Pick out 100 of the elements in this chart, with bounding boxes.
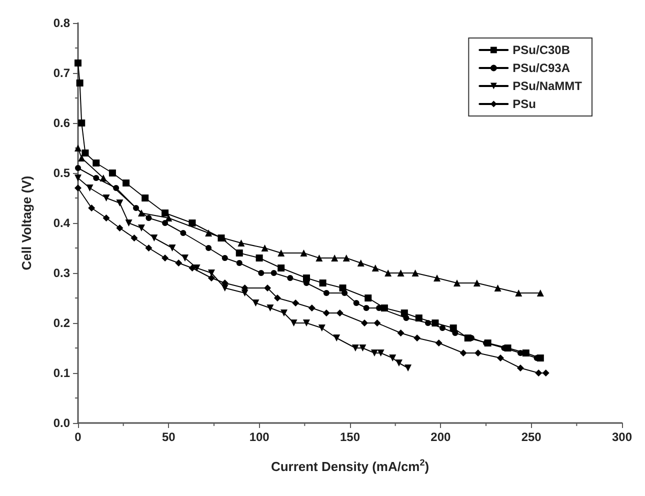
point: [412, 270, 419, 276]
point: [359, 344, 366, 352]
point: [319, 280, 326, 286]
point: [145, 244, 152, 252]
point: [333, 334, 340, 342]
point: [432, 320, 439, 326]
point: [252, 300, 260, 306]
point: [439, 325, 446, 331]
y-tick-label: 0.8: [53, 16, 70, 30]
point: [316, 254, 323, 262]
y-tick-label: 0.3: [53, 266, 70, 280]
y-tick-label: 0.6: [53, 116, 70, 130]
point: [130, 234, 138, 242]
point: [168, 244, 176, 252]
point: [308, 304, 316, 312]
point: [270, 270, 277, 276]
y-tick-label: 0.4: [53, 216, 70, 230]
point: [336, 310, 344, 316]
point: [473, 280, 480, 286]
point: [331, 254, 338, 262]
point: [274, 294, 281, 302]
point: [474, 350, 482, 356]
point: [258, 270, 264, 276]
point: [302, 320, 310, 326]
point: [363, 305, 370, 311]
point: [404, 364, 412, 372]
point: [180, 230, 186, 236]
point: [256, 254, 263, 262]
point: [415, 314, 422, 322]
point: [142, 194, 149, 202]
point: [318, 324, 326, 332]
point: [236, 250, 243, 256]
point: [102, 214, 110, 222]
point: [497, 354, 504, 362]
point: [535, 370, 542, 376]
point: [453, 280, 460, 286]
point: [236, 260, 242, 266]
point: [188, 220, 196, 226]
point: [86, 184, 94, 192]
point: [278, 264, 285, 272]
point: [384, 270, 392, 276]
x-tick-label: 300: [612, 430, 632, 444]
point: [395, 360, 402, 366]
point: [181, 254, 188, 262]
point: [108, 170, 116, 176]
x-tick-label: 250: [521, 430, 542, 444]
point: [322, 310, 330, 316]
point: [397, 270, 404, 276]
point: [370, 350, 378, 356]
point: [165, 214, 172, 222]
point: [102, 194, 110, 202]
point: [278, 250, 285, 256]
legend-label: PSu: [512, 97, 536, 111]
point: [374, 320, 381, 326]
point: [435, 340, 442, 346]
point: [372, 264, 379, 272]
y-tick-label: 0.1: [53, 366, 70, 380]
point: [206, 245, 212, 251]
point: [403, 315, 410, 321]
point: [542, 370, 550, 376]
point: [146, 215, 152, 221]
point: [208, 274, 215, 282]
point: [292, 300, 300, 306]
y-tick-label: 0.7: [53, 66, 70, 80]
point: [125, 220, 132, 226]
point: [78, 154, 86, 162]
point: [397, 330, 404, 336]
point: [82, 150, 89, 156]
point: [74, 144, 82, 152]
point: [88, 204, 96, 212]
point: [266, 304, 274, 312]
point: [100, 174, 107, 182]
point: [342, 290, 348, 296]
y-tick-label: 0.5: [53, 166, 70, 180]
point: [353, 300, 360, 306]
point: [133, 205, 140, 211]
legend-label: PSu/C30B: [512, 43, 570, 57]
point: [162, 210, 169, 216]
point: [414, 334, 421, 342]
point: [361, 320, 368, 326]
point: [380, 304, 388, 312]
point: [76, 80, 84, 86]
point: [357, 260, 364, 266]
point: [342, 254, 350, 262]
point: [352, 344, 359, 352]
point: [280, 310, 288, 316]
point: [261, 244, 268, 252]
legend-label: PSu/C93A: [512, 61, 570, 75]
y-tick-label: 0.0: [53, 416, 70, 430]
point: [138, 210, 145, 216]
point: [222, 255, 228, 261]
point: [150, 234, 158, 242]
point: [339, 284, 346, 292]
point: [193, 264, 200, 272]
point: [323, 290, 330, 296]
point: [494, 284, 502, 292]
point: [460, 350, 467, 356]
point: [377, 350, 384, 356]
point: [138, 224, 145, 232]
point: [364, 294, 372, 302]
